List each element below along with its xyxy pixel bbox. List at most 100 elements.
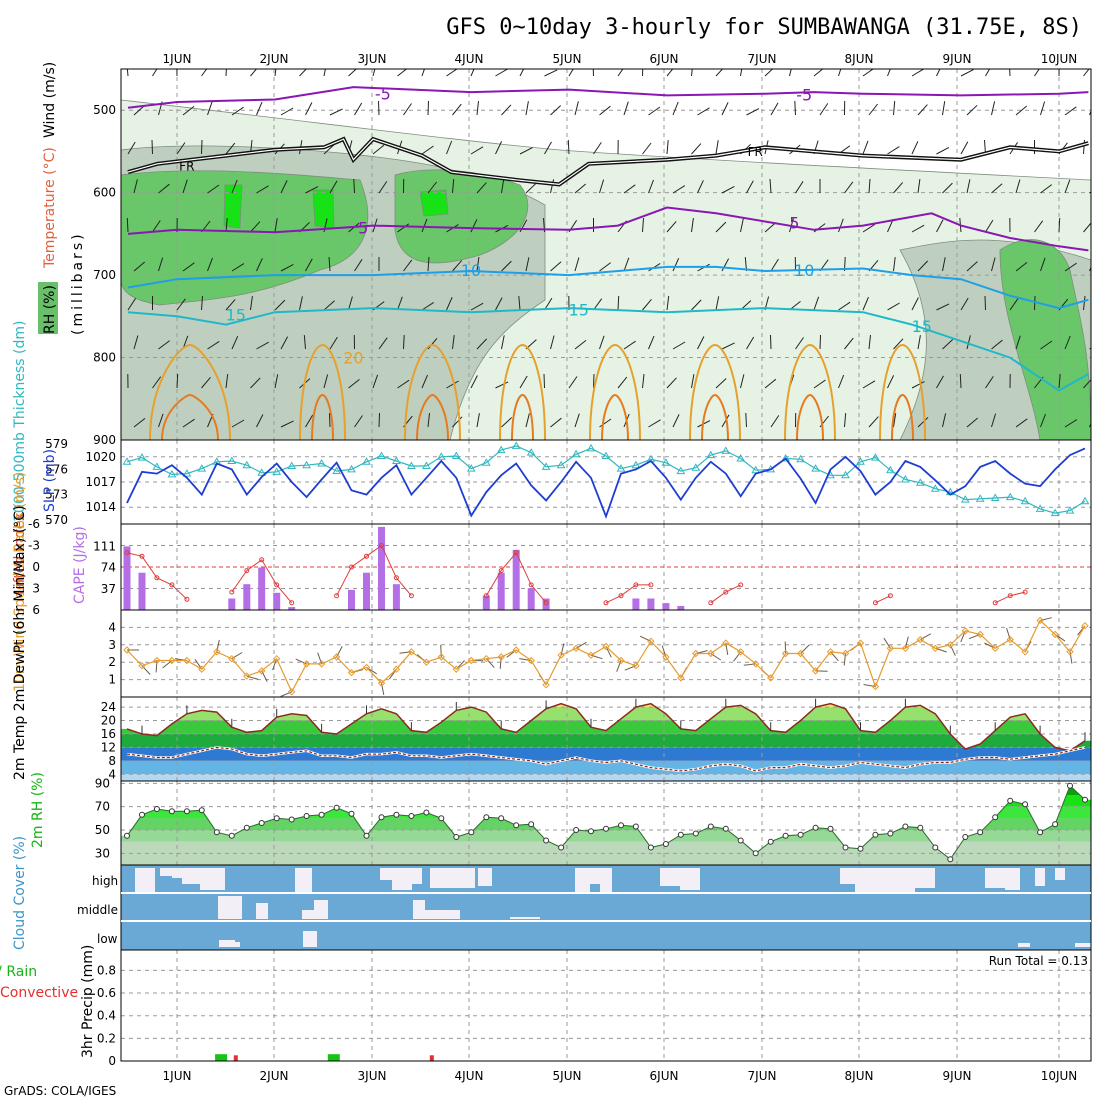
chart-title: GFS 0~10day 3-hourly for SUMBAWANGA (31.… <box>446 15 1082 40</box>
cloud-level-high: high <box>92 874 118 888</box>
rh2m-point <box>318 811 325 818</box>
wind10m-point <box>407 648 416 656</box>
stability-ylabel-li: Lifted Index <box>12 513 28 595</box>
cloud-block <box>1075 943 1091 947</box>
cape-bar <box>258 567 266 610</box>
isotherm-25-lobe <box>601 393 629 440</box>
rh2m-point <box>872 831 879 838</box>
wind10m-point <box>153 656 161 665</box>
wind10m-barb <box>440 644 442 658</box>
rh2m-point <box>139 811 145 818</box>
thickness-point <box>511 441 521 449</box>
lifted-index-point <box>393 575 399 581</box>
wind10m-point <box>901 644 910 653</box>
lifted-index-point <box>723 589 729 595</box>
y-tick-label: 74 <box>101 561 116 575</box>
cloud-ylabel: Cloud Cover (%) <box>12 836 28 950</box>
rh2m-point <box>573 827 580 833</box>
isotherms <box>127 86 1089 440</box>
y-tick-label: 570 <box>45 513 68 527</box>
y-tick-label: 4 <box>108 767 116 781</box>
thickness-point <box>182 469 192 477</box>
rh-ylabel: 2m RH (%) <box>30 772 46 848</box>
top-date-axis: 1JUN 2JUN 3JUN 4JUN 5JUN 6JUN 7JUN 8JUN 9JUN 10JU… <box>163 52 1078 66</box>
cloud-level-middle: middle <box>77 903 118 917</box>
thickness-point <box>796 454 805 463</box>
rh2m-point <box>213 829 220 836</box>
isotherm-label: 15 <box>912 317 932 336</box>
rh2m-point <box>393 811 400 818</box>
thickness-point <box>407 461 416 469</box>
cape-bar <box>392 584 400 610</box>
wind10m-point <box>1081 621 1089 630</box>
cloud-block <box>172 868 182 878</box>
cloud-block <box>218 896 242 919</box>
thickness-point <box>1065 506 1075 514</box>
rh-shade-region <box>419 189 449 217</box>
isotherm-20-lobe <box>589 343 641 440</box>
y-tick-label: 16 <box>101 727 116 741</box>
precip-convective-bar <box>429 1055 434 1061</box>
cloud-block <box>915 868 935 888</box>
rh2m-point <box>677 831 684 838</box>
rh2m-point <box>707 823 714 830</box>
lifted-index-point <box>872 600 878 606</box>
rh2m-point <box>498 815 505 822</box>
rh-shade-region <box>312 189 335 229</box>
rh2m-point <box>153 806 160 812</box>
y-tick-label: 1014 <box>85 500 116 514</box>
rh2m-point <box>423 809 430 816</box>
cloud-block <box>425 910 460 919</box>
wind10m-point <box>617 656 625 665</box>
thickness-point <box>481 458 491 466</box>
rh2m-point <box>932 844 939 851</box>
lifted-index-point <box>543 600 549 606</box>
wind10m-point <box>766 674 775 682</box>
thickness-point <box>661 458 671 466</box>
lifted-index-line <box>875 595 891 604</box>
thickness-point <box>586 443 596 452</box>
cloud-block <box>235 942 240 947</box>
cloud-block <box>870 868 915 893</box>
lifted-index-point <box>528 582 534 588</box>
y-tick-label: 37 <box>101 582 116 596</box>
thickness-point <box>1080 496 1090 505</box>
rh2m-point <box>992 814 999 821</box>
isotherm-20-lobe <box>149 343 231 440</box>
y-tick-label: 3 <box>32 582 40 596</box>
lifted-index-point <box>289 600 295 606</box>
wind10m-point <box>811 667 820 675</box>
isotherm--5 <box>127 86 1089 109</box>
cape-bar <box>497 572 505 610</box>
rh2m-point <box>917 824 924 831</box>
isotherm-20-lobe <box>404 343 461 440</box>
cape-bar <box>662 603 670 610</box>
date-label-bottom: 10JUN <box>1041 1069 1078 1083</box>
rh2m-point <box>303 813 310 819</box>
date-label-top: 1JUN <box>163 52 192 66</box>
date-label-top: 4JUN <box>455 52 484 66</box>
cloud-block <box>478 868 492 886</box>
thickness-point <box>990 493 1000 501</box>
isotherm-10 <box>127 265 1089 310</box>
stability-panel: -6 -3 0 3 6 37 74 111 Lifted Index CAPE (J/kg) <box>12 513 1092 617</box>
thickness-point <box>616 464 626 472</box>
lifted-index-point <box>618 593 624 599</box>
y-tick-label: 0.2 <box>97 1031 116 1045</box>
cloud-level-low: low <box>97 932 118 946</box>
date-label-bottom: 9JUN <box>943 1069 972 1083</box>
thickness-point <box>975 494 985 502</box>
thickness-point <box>451 451 461 459</box>
cloud-block <box>182 868 200 884</box>
rh2m-point <box>363 832 370 839</box>
lifted-index-point <box>244 568 250 574</box>
wind10m-point <box>916 635 925 644</box>
precip-ylabel: 3hr Precip (mm) <box>80 945 96 1058</box>
wind10m-point <box>392 665 401 673</box>
y-tick-label: 24 <box>101 700 116 714</box>
thickness-point <box>392 456 401 464</box>
y-tick-label: 1020 <box>85 450 116 464</box>
date-label-top: 10JUN <box>1041 52 1078 66</box>
thickness-point <box>1005 492 1015 501</box>
